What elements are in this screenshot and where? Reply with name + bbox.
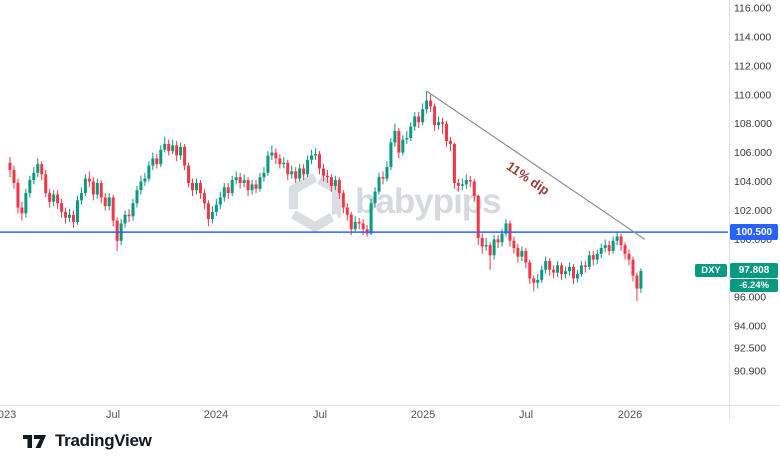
svg-text:Jul: Jul [519, 409, 533, 421]
svg-text:2024: 2024 [204, 409, 228, 421]
svg-text:114.000: 114.000 [734, 31, 771, 43]
svg-text:104.000: 104.000 [734, 176, 772, 188]
tradingview-logo-icon[interactable] [22, 431, 48, 451]
svg-text:106.000: 106.000 [734, 147, 772, 159]
change-percent-badge: -6.24% [730, 279, 778, 292]
svg-text:96.000: 96.000 [734, 292, 766, 304]
babypips-logo-icon [288, 172, 342, 232]
svg-text:112.000: 112.000 [734, 60, 771, 72]
svg-text:2023: 2023 [0, 409, 16, 421]
svg-text:94.000: 94.000 [734, 321, 766, 333]
svg-text:Jul: Jul [106, 409, 120, 421]
svg-text:90.900: 90.900 [734, 365, 766, 377]
svg-text:Jul: Jul [313, 409, 327, 421]
svg-text:2026: 2026 [618, 409, 642, 421]
svg-text:2025: 2025 [411, 409, 435, 421]
last-price-badge: 97.808 [730, 263, 778, 278]
svg-text:108.000: 108.000 [734, 118, 772, 130]
svg-text:92.500: 92.500 [734, 342, 766, 354]
svg-text:102.000: 102.000 [734, 205, 772, 217]
footer: TradingView [22, 431, 152, 451]
tradingview-brand-text[interactable]: TradingView [55, 431, 152, 450]
symbol-chip: DXY [695, 264, 727, 277]
svg-text:116.000: 116.000 [734, 3, 771, 15]
horizontal-line-price-badge: 100.500 [730, 224, 778, 240]
svg-text:110.000: 110.000 [734, 89, 771, 101]
